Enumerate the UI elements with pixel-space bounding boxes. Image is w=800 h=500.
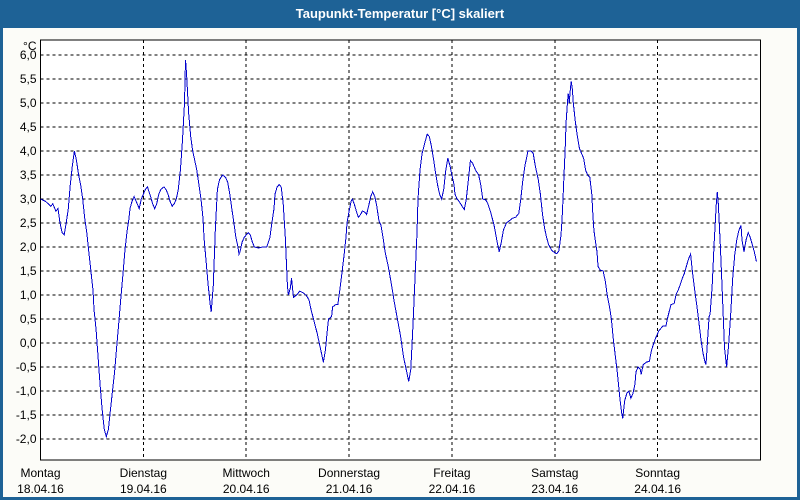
title-bar: Taupunkt-Temperatur [°C] skaliert	[0, 0, 800, 28]
y-tick-label: -1,0	[16, 384, 37, 398]
y-tick-label: 0,5	[20, 312, 37, 326]
y-tick-label: 5,0	[20, 96, 37, 110]
x-day-label: Donnerstag	[318, 466, 380, 480]
x-day-label: Sonntag	[635, 466, 680, 480]
x-date-label: 23.04.16	[531, 482, 578, 496]
y-tick-label: 2,5	[20, 216, 37, 230]
y-tick-label: 2,0	[20, 240, 37, 254]
y-tick-label: 4,0	[20, 144, 37, 158]
x-date-label: 19.04.16	[120, 482, 167, 496]
x-date-label: 24.04.16	[634, 482, 681, 496]
x-day-label: Freitag	[433, 466, 470, 480]
x-day-label: Samstag	[531, 466, 578, 480]
y-tick-label: -2,0	[16, 432, 37, 446]
x-date-label: 20.04.16	[223, 482, 270, 496]
window-title: Taupunkt-Temperatur [°C] skaliert	[295, 6, 505, 21]
x-date-label: 21.04.16	[326, 482, 373, 496]
x-day-label: Montag	[20, 466, 60, 480]
x-date-label: 18.04.16	[17, 482, 64, 496]
x-date-label: 22.04.16	[429, 482, 476, 496]
y-tick-label: 1,0	[20, 288, 37, 302]
y-tick-label: 1,5	[20, 264, 37, 278]
y-axis-unit-label: °C	[23, 39, 37, 53]
y-tick-label: 3,5	[20, 168, 37, 182]
y-tick-label: -1,5	[16, 408, 37, 422]
data-line	[40, 59, 757, 439]
y-tick-label: -0,5	[16, 360, 37, 374]
x-day-label: Mittwoch	[223, 466, 270, 480]
x-day-label: Dienstag	[120, 466, 167, 480]
y-tick-label: 4,5	[20, 120, 37, 134]
y-tick-label: 0,0	[20, 336, 37, 350]
y-tick-label: 5,5	[20, 72, 37, 86]
plot-area	[40, 39, 761, 461]
y-tick-label: 6,0	[20, 48, 37, 62]
y-tick-label: 3,0	[20, 192, 37, 206]
